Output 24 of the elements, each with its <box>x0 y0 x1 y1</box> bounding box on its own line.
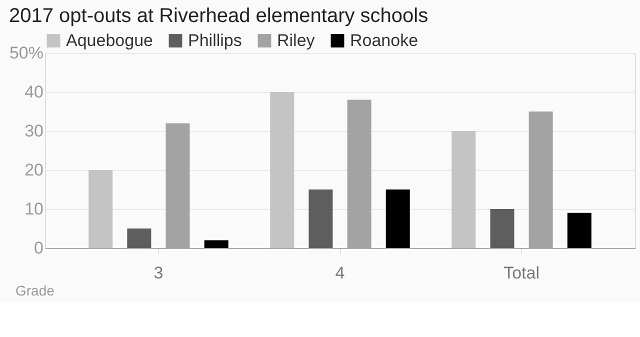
y-tick-label: 50% <box>9 44 44 62</box>
x-tick-label: 3 <box>154 264 164 282</box>
legend-label: Phillips <box>188 30 242 50</box>
bar <box>452 131 476 248</box>
bar <box>308 190 333 248</box>
y-tick-label: 40 <box>24 82 44 102</box>
bar <box>88 170 113 248</box>
x-tick-label: 4 <box>335 264 345 282</box>
y-tick-label: 30 <box>24 122 44 140</box>
y-tick-label: 10 <box>24 200 44 218</box>
x-axis-title: Grade <box>16 282 55 298</box>
legend-label: Roanoke <box>350 30 418 50</box>
legend-label: Aquebogue <box>66 30 153 50</box>
y-tick-label: 20 <box>24 160 44 180</box>
bar <box>490 209 514 248</box>
x-tick-label: Total <box>504 264 540 282</box>
chart-title: 2017 opt-outs at Riverhead elementary schools <box>8 5 428 27</box>
bar <box>127 228 152 248</box>
legend-label: Riley <box>277 30 316 50</box>
bar <box>270 92 294 248</box>
bar <box>386 190 410 248</box>
bar <box>204 240 228 248</box>
y-tick-label: 0 <box>34 238 44 258</box>
bar <box>567 212 592 248</box>
